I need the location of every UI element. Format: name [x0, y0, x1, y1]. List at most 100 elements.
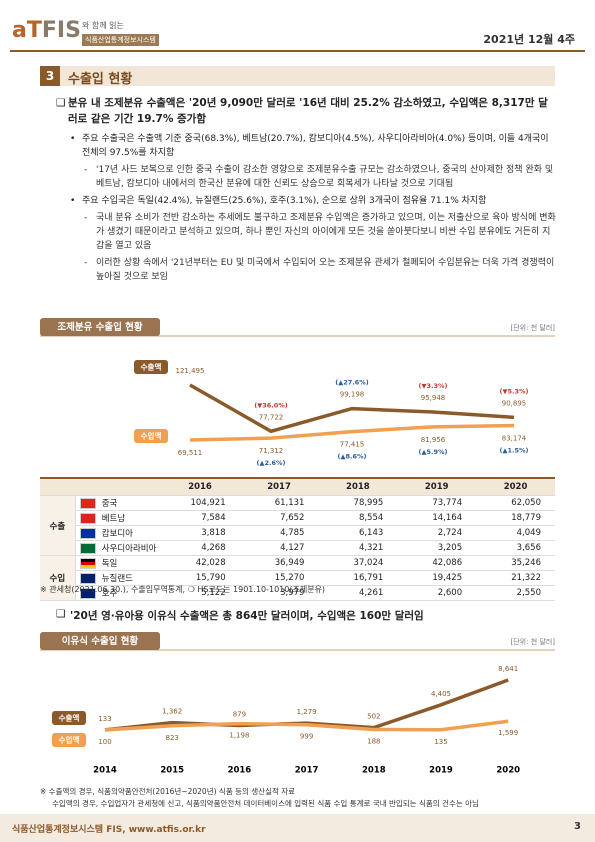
change-label: (▲8.6%)	[338, 453, 367, 461]
table-row: 베트남 7,584 7,652 8,554 14,164 18,779	[40, 510, 555, 526]
value-label: 879	[233, 710, 246, 718]
x-tick-label: 2017	[295, 766, 319, 776]
x-tick-label: 2016	[228, 766, 252, 776]
value-label: 71,312	[259, 447, 284, 455]
value-label: 133	[98, 715, 111, 723]
legend-tag	[52, 711, 86, 725]
value-label: 823	[166, 734, 179, 742]
tagline: 와 함께 읽는	[82, 21, 124, 30]
table-cell: 4,261	[318, 585, 398, 601]
footer-site: 식품산업통계정보시스템 FIS, www.atfis.or.kr	[12, 825, 206, 835]
source-note: ※ 관세청(2021.06.30.), 수출입무역통계, ❍ HS코드는 190…	[40, 585, 326, 594]
header-rule	[10, 50, 585, 52]
value-label: 4,405	[431, 690, 451, 698]
value-label: 135	[434, 738, 447, 746]
value-label: 81,956	[421, 436, 446, 444]
country-cell: 사우디아라비아	[75, 540, 161, 556]
table-cell: 2,550	[476, 585, 555, 601]
table-cell: 3,656	[476, 540, 555, 556]
title-tag	[40, 318, 160, 336]
table-row: 캄보디아 3,818 4,785 6,143 2,724 4,049	[40, 525, 555, 541]
table-cell: 18,779	[476, 510, 555, 526]
table-cell: 5,122	[160, 585, 240, 601]
table-cell: 42,028	[160, 555, 240, 571]
table-cell: 15,270	[239, 570, 319, 586]
value-label: 77,415	[340, 441, 365, 449]
country-cell: 캄보디아	[75, 525, 161, 541]
data-table: 2016 2017 2018 2019 2020 수출 중국 104,921 61,131 78,…	[40, 477, 555, 601]
group-label: 수입	[40, 555, 76, 601]
note: 수입액의 경우, 수입업자가 관세청에 신고, 식품의약품안전처 데이터베이스에…	[52, 799, 479, 808]
marker: -	[84, 258, 88, 268]
table-cell: 42,086	[397, 555, 477, 571]
table-cell: 35,246	[476, 555, 555, 571]
country-cell: 뉴질랜드	[75, 570, 161, 586]
table-cell: 21,322	[476, 570, 555, 586]
table-header-cell: 2017	[239, 477, 319, 496]
country-name: 캄보디아	[101, 529, 133, 539]
logo-at: aT	[12, 18, 42, 43]
table-row: 호주 5,122 3,979 4,261 2,600 2,550	[40, 585, 555, 601]
chart-title: 이유식 수출입 현황	[62, 635, 139, 647]
series-line	[189, 423, 515, 442]
value-label: 1,279	[297, 708, 317, 716]
table-cell: 15,790	[160, 570, 240, 586]
table-cell: 2,724	[397, 525, 477, 541]
paragraph-text: 국내 분유 소비가 전반 감소하는 추세에도 불구하고 조제분유 수입액은 증가…	[96, 213, 556, 251]
series-line	[104, 678, 509, 732]
paragraph: • 주요 수출국은 수출액 기준 중국(68.3%), 베트남(20.7%), 캄…	[56, 132, 556, 160]
paragraphs: ❑ 분유 내 조제분유 수출액은 '20년 9,090만 달러로 '16년 대비 …	[56, 95, 556, 287]
country-cell: 베트남	[75, 510, 161, 526]
table-row: 수입 독일 42,028 36,949 37,024 42,086 35,246	[40, 555, 555, 601]
table-cell: 4,785	[239, 525, 319, 541]
legend-tag	[52, 733, 86, 747]
chart-unit: [단위: 천 달러]	[511, 637, 556, 646]
change-label: (▲5.9%)	[419, 448, 448, 456]
x-tick-label: 2015	[160, 766, 184, 776]
group-label: 수출	[40, 495, 76, 556]
table-cell: 4,127	[239, 540, 319, 556]
table-cell: 62,050	[476, 495, 555, 511]
value-label: 83,174	[502, 435, 527, 443]
country-cell: 중국	[75, 495, 161, 511]
country-name: 중국	[101, 499, 118, 509]
paragraph: - '17년 사드 보복으로 인한 중국 수출이 감소한 영향으로 조제분유수출 …	[56, 163, 556, 191]
value-label: 188	[367, 737, 380, 745]
issue-date: 2021년 12월 4주	[483, 33, 575, 46]
x-tick-label: 2018	[362, 766, 386, 776]
change-label: (▼5.3%)	[500, 387, 529, 395]
page-number: 3	[574, 821, 581, 832]
value-label: 502	[367, 713, 380, 721]
note: ※ 수출액의 경우, 식품의약품안전처(2016년~2020년) 식품 등의 생…	[40, 787, 296, 796]
table-cell: 37,024	[318, 555, 398, 571]
value-label: 999	[300, 733, 313, 741]
value-label: 121,495	[176, 367, 205, 375]
table-cell: 3,205	[397, 540, 477, 556]
paragraph2: ❑ '20년 영·유아용 이유식 수출액은 총 864만 달러이며, 수입액은 1…	[56, 608, 424, 623]
marker: •	[70, 134, 76, 144]
country-name: 호주	[101, 589, 118, 599]
table-row: 사우디아라비아 4,268 4,127 4,321 3,205 3,656	[40, 540, 555, 556]
table-cell: 61,131	[239, 495, 319, 511]
value-label: 1,198	[229, 732, 249, 740]
table-cell: 104,921	[160, 495, 240, 511]
value-label: 100	[98, 738, 111, 746]
table-cell: 78,995	[318, 495, 398, 511]
legend-label: 수입액	[59, 735, 80, 745]
legend-label: 수출액	[141, 362, 162, 372]
value-label: 1,599	[498, 729, 518, 737]
table-cell: 4,268	[160, 540, 240, 556]
footer-bar	[0, 814, 595, 842]
chart-unit: [단위: 천 달러]	[511, 323, 556, 332]
paragraph-text: '20년 영·유아용 이유식 수출액은 총 864만 달러이며, 수입액은 16…	[70, 610, 424, 622]
x-tick-label: 2014	[93, 766, 117, 776]
paragraph: ❑ 분유 내 조제분유 수출액은 '20년 9,090만 달러로 '16년 대비 …	[56, 95, 556, 127]
change-label: (▲1.5%)	[500, 447, 529, 455]
flag-icon	[79, 513, 96, 524]
legend-tag	[134, 429, 168, 443]
system-name: 식품산업통계정보시스템	[82, 34, 159, 46]
table-cell: 19,425	[397, 570, 477, 586]
